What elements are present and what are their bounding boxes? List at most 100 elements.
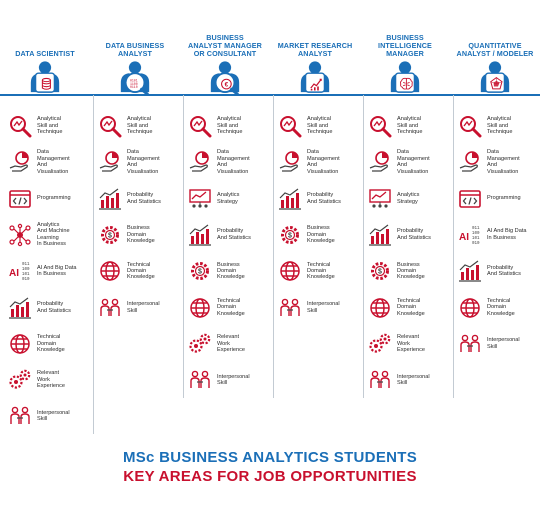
skill-item: Programming xyxy=(8,184,90,214)
skill-item: Data Management And Visualisation xyxy=(98,147,180,177)
svg-text:010: 010 xyxy=(22,278,30,282)
skill-label: Interpersonal Skill xyxy=(37,409,70,423)
database-person-icon xyxy=(30,61,60,93)
svg-text:0110: 0110 xyxy=(130,85,138,89)
skill-item: Interpersonal Skill xyxy=(98,293,180,323)
bar-chart-icon xyxy=(99,188,121,210)
skill-label: Analytical Skill and Technique xyxy=(37,116,63,136)
strategy-icon xyxy=(369,188,391,208)
gears-icon xyxy=(9,369,31,389)
skill-item: Analytics Strategy xyxy=(188,184,270,214)
job-column: DATA SCIENTIST Analytical Skill and Techn… xyxy=(0,0,90,445)
skill-item: Data Management And Visualisation xyxy=(188,147,270,177)
bar-chart-icon xyxy=(459,260,481,282)
skill-item: $ Business Domain Knowledge xyxy=(188,256,270,286)
hand-pie-chart-icon xyxy=(369,151,389,172)
job-title: DATA SCIENTIST xyxy=(0,24,90,58)
people-icon xyxy=(10,407,30,425)
magnifier-chart-icon xyxy=(10,116,32,138)
skill-label: Probability And Statistics xyxy=(487,264,521,278)
hand-pie-chart-icon xyxy=(459,151,479,172)
skill-label: Analytics Strategy xyxy=(217,192,240,205)
column-divider xyxy=(363,95,364,399)
skill-item: AI 011 100 101 010 AI And Big Data In Busines… xyxy=(458,220,540,250)
svg-text:101: 101 xyxy=(472,237,480,241)
magnifier-chart-icon xyxy=(100,116,122,138)
job-title-text: DATA SCIENTIST xyxy=(15,49,75,58)
skill-label: Interpersonal Skill xyxy=(397,373,430,387)
skill-label: Analytical Skill and Technique xyxy=(127,116,153,136)
skill-label: Business Domain Knowledge xyxy=(217,261,245,281)
globe-icon xyxy=(370,297,390,318)
svg-text:010: 010 xyxy=(472,242,480,246)
skill-label: Analytics And Machine Learning In Busine… xyxy=(37,222,70,248)
hand-pie-chart-icon xyxy=(189,151,209,172)
skill-item: Probability And Statistics xyxy=(188,220,270,250)
skill-label: AI And Big Data In Business xyxy=(487,228,527,241)
skill-item: Relevant Work Experience xyxy=(368,329,450,359)
skill-item: Probability And Statistics xyxy=(98,184,180,214)
skill-label: Business Domain Knowledge xyxy=(307,225,335,245)
radar-person-icon xyxy=(480,61,510,93)
skill-item: Data Management And Visualisation xyxy=(8,147,90,177)
skill-item: Technical Domain Knowledge xyxy=(8,329,90,359)
gears-icon xyxy=(369,333,391,353)
skill-item: Technical Domain Knowledge xyxy=(278,256,360,286)
skill-item: $ Business Domain Knowledge xyxy=(368,256,450,286)
skill-item: AI 011 100 101 010 AI And Big Data In Busines… xyxy=(8,256,90,286)
skill-label: Data Management And Visualisation xyxy=(127,149,160,175)
globe-icon xyxy=(10,334,30,354)
magnifier-chart-icon xyxy=(370,116,392,138)
skill-item: Analytical Skill and Technique xyxy=(188,111,270,141)
line-chart-person-icon xyxy=(300,61,330,93)
skill-label: Probability And Statistics xyxy=(217,228,251,241)
skill-label: Business Domain Knowledge xyxy=(127,225,155,245)
bar-chart-icon xyxy=(189,224,211,246)
skill-item: Data Management And Visualisation xyxy=(278,147,360,177)
skill-label: Technical Domain Knowledge xyxy=(307,261,335,281)
skill-label: Technical Domain Knowledge xyxy=(37,334,65,353)
magnifier-chart-icon xyxy=(280,116,302,138)
people-icon xyxy=(280,298,300,316)
svg-text:$: $ xyxy=(198,269,202,276)
footer-title: MSc BUSINESS ANALYTICS STUDENTS xyxy=(122,449,418,466)
skill-item: Probability And Statistics xyxy=(8,293,90,323)
hand-pie-chart-icon xyxy=(99,151,119,172)
skill-label: Interpersonal Skill xyxy=(217,373,250,387)
people-icon xyxy=(370,370,390,389)
hand-pie-chart-icon xyxy=(9,151,29,172)
skill-label: Data Management And Visualisation xyxy=(217,149,250,175)
job-title-text: BUSINESS ANALYST MANAGER OR CONSULTANT xyxy=(188,33,262,58)
job-title-text: QUANTITATIVE ANALYST / MODELER xyxy=(456,41,534,58)
skill-label: Analytical Skill and Technique xyxy=(217,116,243,136)
globe-icon xyxy=(100,261,120,281)
skill-label: Probability And Statistics xyxy=(397,228,431,241)
skill-label: Relevant Work Experience xyxy=(37,370,65,390)
skill-item: Relevant Work Experience xyxy=(8,365,90,395)
job-title: QUANTITATIVE ANALYST / MODELER xyxy=(450,24,540,58)
skill-item: Analytical Skill and Technique xyxy=(8,111,90,141)
skill-item: Programming xyxy=(458,184,540,214)
skill-item: Analytics Strategy xyxy=(368,184,450,214)
skill-label: Probability And Statistics xyxy=(37,301,71,314)
column-divider xyxy=(183,95,184,399)
skill-label: Programming xyxy=(37,195,71,202)
skill-item: Analytical Skill and Technique xyxy=(458,111,540,141)
skill-label: AI And Big Data In Business xyxy=(37,264,77,278)
svg-text:101: 101 xyxy=(22,273,30,277)
skill-label: Relevant Work Experience xyxy=(397,334,425,353)
skill-label: Business Domain Knowledge xyxy=(397,261,425,281)
skill-item: Interpersonal Skill xyxy=(188,365,270,395)
job-column: QUANTITATIVE ANALYST / MODELER Analytical… xyxy=(450,0,540,445)
job-title: BUSINESS INTELLIGENCE MANAGER xyxy=(360,24,450,58)
skill-label: Analytical Skill and Technique xyxy=(307,116,333,136)
svg-text:$: $ xyxy=(378,269,382,276)
skill-label: Technical Domain Knowledge xyxy=(217,297,245,317)
strategy-icon xyxy=(189,188,211,208)
skill-item: Technical Domain Knowledge xyxy=(188,293,270,323)
skill-item: Probability And Statistics xyxy=(368,220,450,250)
skill-item: $ Business Domain Knowledge xyxy=(98,220,180,250)
